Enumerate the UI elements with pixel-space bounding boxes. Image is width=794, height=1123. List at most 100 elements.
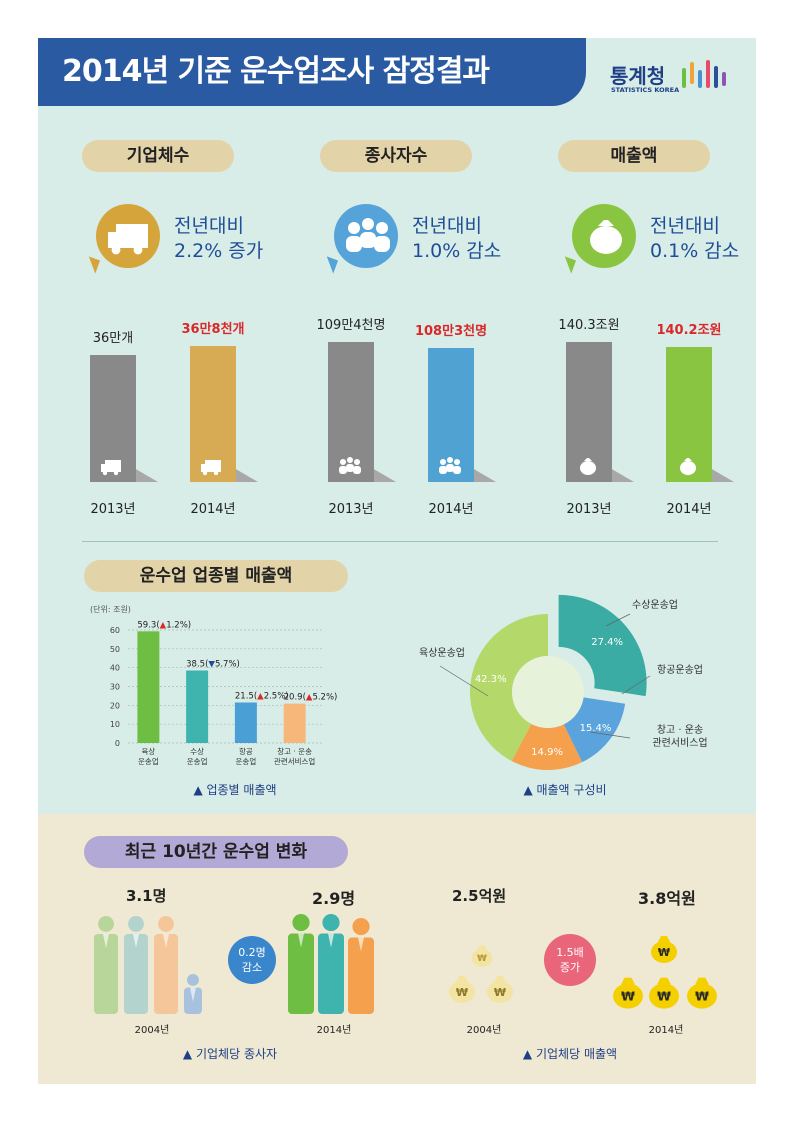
person-body xyxy=(94,934,118,1014)
industry-section-title: 운수업 업종별 매출액 xyxy=(84,560,348,592)
pie-category-label: 창고 · 운송 관련서비스업 xyxy=(652,724,707,749)
sales-bar-shadow xyxy=(710,468,734,482)
person-tie xyxy=(103,934,109,948)
workers-year-2014: 2014년 xyxy=(428,502,474,517)
truck-icon xyxy=(101,460,121,476)
companies-change-text: 전년대비 2.2% 증가 xyxy=(174,214,263,264)
bar-3 xyxy=(283,703,306,743)
companies-year-2014: 2014년 xyxy=(190,502,236,517)
bar-data-label: 59.3(▲1.2%) xyxy=(137,620,191,630)
person-head xyxy=(187,974,199,986)
person-head xyxy=(98,916,114,932)
companies-change-label: 전년대비 xyxy=(174,215,244,237)
money-bag-icon xyxy=(471,949,493,967)
money-bag-icon xyxy=(487,981,513,1003)
page-title: 2014년 기준 운수업조사 잠정결과 xyxy=(62,54,490,89)
sales-change-label: 전년대비 xyxy=(650,215,720,237)
sales-2004-bags-icon: ₩ ₩ ₩ xyxy=(449,945,513,1003)
won-symbol-icon: ₩ xyxy=(695,989,709,1004)
sales-change-value: 0.1% 감소 xyxy=(650,240,740,262)
workers-2014-value: 2.9명 xyxy=(312,889,356,908)
person-body xyxy=(288,933,314,1014)
workers-2004-people-icon xyxy=(94,916,202,1014)
pie-leader-line xyxy=(605,613,631,627)
bar-y-tick: 10 xyxy=(110,720,120,729)
pie-percent-label: 15.4% xyxy=(580,723,612,734)
pie-slice-2 xyxy=(511,723,583,770)
won-symbol-icon: ₩ xyxy=(657,989,671,1004)
bar-y-tick: 0 xyxy=(115,739,120,748)
workers-change-text: 전년대비 1.0% 감소 xyxy=(412,214,501,264)
section-divider xyxy=(82,541,718,542)
companies-bar-2014 xyxy=(190,346,236,482)
workers-section-title: 종사자수 xyxy=(320,140,472,172)
won-symbol-icon: ₩ xyxy=(477,954,487,964)
pie-leader-line xyxy=(439,665,489,697)
sales-change-amount: 1.5배 xyxy=(556,946,584,959)
sales-change-direction: 증가 xyxy=(559,961,581,974)
money-bag-icon xyxy=(687,983,717,1009)
person-head xyxy=(292,914,310,932)
money-bag-icon xyxy=(449,981,475,1003)
workers-change-direction: 감소 xyxy=(241,961,263,974)
workers-bar-shadow xyxy=(372,468,396,482)
workers-change-label: 전년대비 xyxy=(412,215,482,237)
people-icon xyxy=(346,218,390,252)
pie-chart-caption: ▲ 매출액 구성비 xyxy=(523,783,607,797)
pie-leader-line xyxy=(621,675,651,695)
people-icon xyxy=(339,457,361,474)
bar-y-tick: 60 xyxy=(110,626,120,635)
person-head xyxy=(352,918,370,936)
person-body xyxy=(124,934,148,1014)
pie-percent-label: 14.9% xyxy=(531,747,563,758)
companies-value-2013: 36만개 xyxy=(92,330,134,346)
bar-unit-label: (단위: 조원) xyxy=(90,604,131,614)
workers-2004-value: 3.1명 xyxy=(126,887,167,905)
bar-2 xyxy=(234,702,257,743)
workers-caption: ▲ 기업체당 종사자 xyxy=(182,1047,278,1061)
trend-section-title: 최근 10년간 운수업 변화 xyxy=(84,836,348,868)
bar-category-label: 육상 운송업 xyxy=(138,746,159,766)
pie-category-label: 육상운송업 xyxy=(419,646,465,659)
truck-icon xyxy=(201,460,221,476)
bar-category-label: 수상 운송업 xyxy=(187,746,208,766)
won-symbol-icon: ₩ xyxy=(456,986,468,999)
person-tie xyxy=(358,937,364,952)
pie-slice-1 xyxy=(563,697,626,763)
bar-1 xyxy=(186,670,209,743)
sales-year-2013: 2013년 xyxy=(566,502,612,517)
industry-bar-chart: (단위: 조원) 0 10 20 30 40 50 60 59.3(▲1.2%) 육상 운송업 38.… xyxy=(90,604,338,766)
pie-leader-line xyxy=(589,731,631,739)
companies-bar-shadow xyxy=(134,468,158,482)
workers-2014-people-icon xyxy=(288,914,374,1014)
workers-year-2013: 2013년 xyxy=(328,502,374,517)
companies-section-title: 기업체수 xyxy=(82,140,234,172)
bar-data-label: 21.5(▲2.5%) xyxy=(235,692,289,702)
bar-y-tick: 20 xyxy=(110,701,120,710)
workers-change-amount: 0.2명 xyxy=(238,946,266,959)
money-bag-icon xyxy=(590,220,622,254)
workers-bar-shadow xyxy=(472,468,496,482)
pie-center xyxy=(512,656,584,728)
sales-year-2004: 2004년 xyxy=(466,1025,502,1036)
money-bag-icon xyxy=(680,458,696,475)
pie-slice-3 xyxy=(470,614,548,762)
person-head xyxy=(322,914,340,932)
person-tie xyxy=(190,987,196,1002)
sales-change-text: 전년대비 0.1% 감소 xyxy=(650,214,739,264)
person-body xyxy=(318,933,344,1014)
bar-y-tick: 30 xyxy=(110,683,120,692)
companies-value-2014: 36만8천개 xyxy=(181,322,245,338)
person-body xyxy=(154,934,178,1014)
people-icon xyxy=(439,457,461,474)
person-head xyxy=(128,916,144,932)
companies-year-2013: 2013년 xyxy=(90,502,136,517)
bar-data-label: 20.9(▲5.2%) xyxy=(284,693,338,703)
won-symbol-icon: ₩ xyxy=(621,989,635,1004)
sales-value-2013: 140.3조원 xyxy=(558,318,620,333)
sales-2004-value: 2.5억원 xyxy=(452,887,507,905)
companies-bar-shadow xyxy=(234,468,258,482)
workers-value-2014: 108만3천명 xyxy=(414,324,488,340)
statistics-logo-icon xyxy=(682,60,726,88)
